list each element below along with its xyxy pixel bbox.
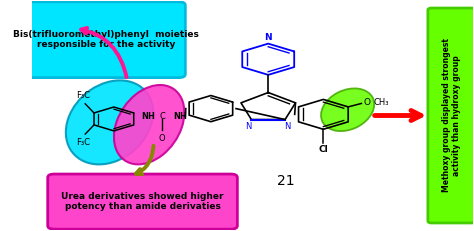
Text: 21: 21 xyxy=(277,174,295,188)
Text: Methoxy group displayed strongest
activity than hydroxy group: Methoxy group displayed strongest activi… xyxy=(442,39,461,192)
Text: Cl: Cl xyxy=(319,145,328,154)
Text: N: N xyxy=(264,33,272,42)
Text: O: O xyxy=(364,98,371,107)
Text: N: N xyxy=(245,122,251,131)
Text: O: O xyxy=(159,134,165,143)
Ellipse shape xyxy=(321,88,374,131)
Ellipse shape xyxy=(66,80,153,164)
Text: F₃C: F₃C xyxy=(76,91,90,100)
Text: NH: NH xyxy=(142,112,155,121)
FancyBboxPatch shape xyxy=(48,174,237,229)
Text: NH: NH xyxy=(173,112,187,121)
Text: CH₃: CH₃ xyxy=(374,98,389,107)
Ellipse shape xyxy=(114,85,184,164)
Text: C: C xyxy=(159,112,165,121)
FancyBboxPatch shape xyxy=(27,2,185,78)
Text: Urea derivatives showed higher
potency than amide derivaties: Urea derivatives showed higher potency t… xyxy=(61,192,224,211)
FancyBboxPatch shape xyxy=(428,8,474,223)
Text: Bis(trifluoromethyl)phenyl  moieties
responsible for the activity: Bis(trifluoromethyl)phenyl moieties resp… xyxy=(13,30,199,49)
Text: N: N xyxy=(284,122,291,131)
Text: F₃C: F₃C xyxy=(76,137,90,146)
